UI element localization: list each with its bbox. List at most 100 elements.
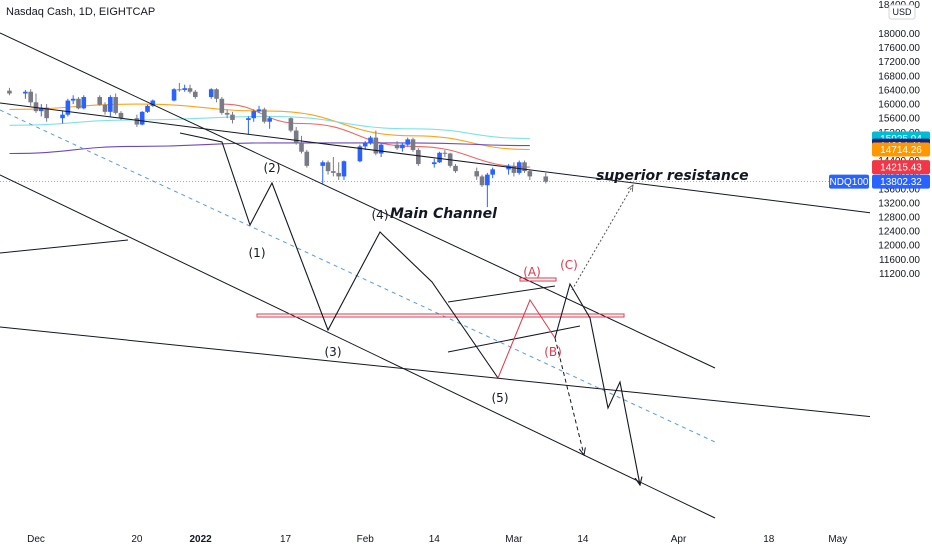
wave-label: (2): [264, 161, 281, 175]
moving-averages: [9, 103, 530, 168]
corrective-wave-label: (A): [523, 265, 541, 279]
candle-body: [70, 98, 76, 101]
corrective-wave-label: (B): [544, 345, 562, 359]
price-badge-label: 14714.26: [880, 145, 922, 156]
long-support-line: [0, 326, 932, 424]
triangle-upper-line: [447, 285, 556, 303]
candle-body: [288, 118, 294, 131]
time-axis-panel[interactable]: [0, 528, 870, 550]
candle-body: [224, 112, 230, 115]
channel-midline: [0, 109, 716, 443]
y-tick-label: 11200.00: [879, 269, 920, 280]
chart-title: Nasdaq Cash, 1D, EIGHTCAP: [6, 6, 155, 18]
candle-body: [431, 162, 437, 165]
y-tick-label: 11600.00: [879, 255, 920, 266]
candle-body: [219, 98, 225, 113]
candle-body: [251, 111, 257, 119]
y-tick-label: 18000.00: [878, 29, 920, 40]
price-badge-label: 13802.32: [880, 177, 922, 188]
candle-body: [39, 107, 44, 112]
candle-body: [357, 146, 363, 162]
x-tick-label: 14: [429, 534, 441, 545]
drawings: [0, 32, 932, 519]
candle-body: [362, 142, 368, 147]
candle-body: [522, 162, 527, 172]
candle-body: [543, 176, 549, 182]
candle-body: [267, 118, 272, 122]
wave-label: (3): [325, 345, 342, 359]
price-badge: [872, 174, 930, 189]
x-tick-label: 14: [577, 534, 589, 545]
candle-body: [118, 112, 124, 119]
candle-body: [331, 171, 336, 173]
support-zone-red: [256, 313, 625, 318]
candle-body: [378, 144, 384, 154]
candle-body: [145, 105, 150, 112]
y-tick-label: 16800.00: [878, 71, 920, 82]
x-tick-label: 20: [131, 534, 143, 545]
candle-body: [113, 97, 118, 113]
price-badge: [872, 160, 930, 175]
candle-body: [336, 172, 341, 177]
currency-label: USD: [892, 7, 912, 17]
x-tick-label: 18: [763, 534, 775, 545]
candle-body: [171, 89, 177, 101]
candle-body: [437, 152, 442, 163]
candle-body: [416, 149, 421, 165]
candle-body: [410, 139, 416, 150]
symbol-badge: [829, 174, 869, 189]
channel-lower-line-left: [0, 239, 129, 254]
candle-body: [256, 109, 262, 112]
x-tick-label: 2022: [189, 534, 212, 545]
candle-body: [102, 104, 108, 112]
x-tick-label: 17: [280, 534, 292, 545]
candle-body: [177, 89, 182, 91]
wave-label: (1): [249, 246, 266, 260]
candle-body: [368, 137, 373, 143]
candle-body: [304, 151, 310, 166]
candle-body: [293, 130, 299, 143]
projection-dashed-down: [554, 337, 584, 455]
channel-bottom-line: [0, 174, 716, 519]
price-axis-panel[interactable]: [870, 0, 932, 550]
y-tick-label: 17200.00: [878, 57, 920, 68]
x-tick-label: Dec: [27, 534, 45, 545]
corrective-abc-path: [497, 298, 556, 379]
candle-body: [187, 88, 193, 92]
candle-body: [527, 171, 533, 177]
candle-body: [60, 114, 65, 119]
candle-body: [516, 162, 522, 173]
candle-body: [405, 139, 410, 145]
candle-body: [193, 91, 198, 98]
price-badges: 15025.9414824.4114714.2614215.4313802.32…: [829, 131, 930, 189]
projection-dotted-up: [571, 185, 633, 291]
corrective-wave-label: (C): [560, 258, 578, 272]
moving-average-line: [9, 142, 530, 155]
resistance-zone-red: [519, 277, 557, 282]
candle-body: [208, 89, 214, 98]
candle-body: [453, 165, 458, 172]
candle-body: [442, 152, 448, 154]
candle-body: [485, 174, 490, 186]
x-tick-label: Mar: [505, 534, 523, 545]
y-tick-label: 12800.00: [878, 213, 920, 224]
candle-body: [23, 91, 28, 94]
candlesticks: [7, 82, 549, 208]
y-tick-label: 16400.00: [878, 85, 920, 96]
candle-body: [214, 89, 219, 99]
y-tick-label: 13600.00: [878, 184, 920, 195]
currency-button[interactable]: USD: [888, 4, 916, 20]
superior-resistance-line: [0, 102, 873, 214]
moving-average-line: [9, 103, 530, 151]
y-tick-label: 12400.00: [878, 227, 920, 238]
moving-average-line: [9, 115, 530, 140]
y-tick-label: 12000.00: [878, 241, 920, 252]
candle-body: [97, 97, 103, 105]
candle-body: [341, 161, 347, 177]
candle-body: [479, 176, 485, 186]
superior-resistance-label: superior resistance: [596, 168, 749, 184]
x-tick-label: May: [828, 534, 847, 545]
wave-label: (4): [372, 208, 389, 222]
y-tick-label: 16000.00: [878, 100, 920, 111]
